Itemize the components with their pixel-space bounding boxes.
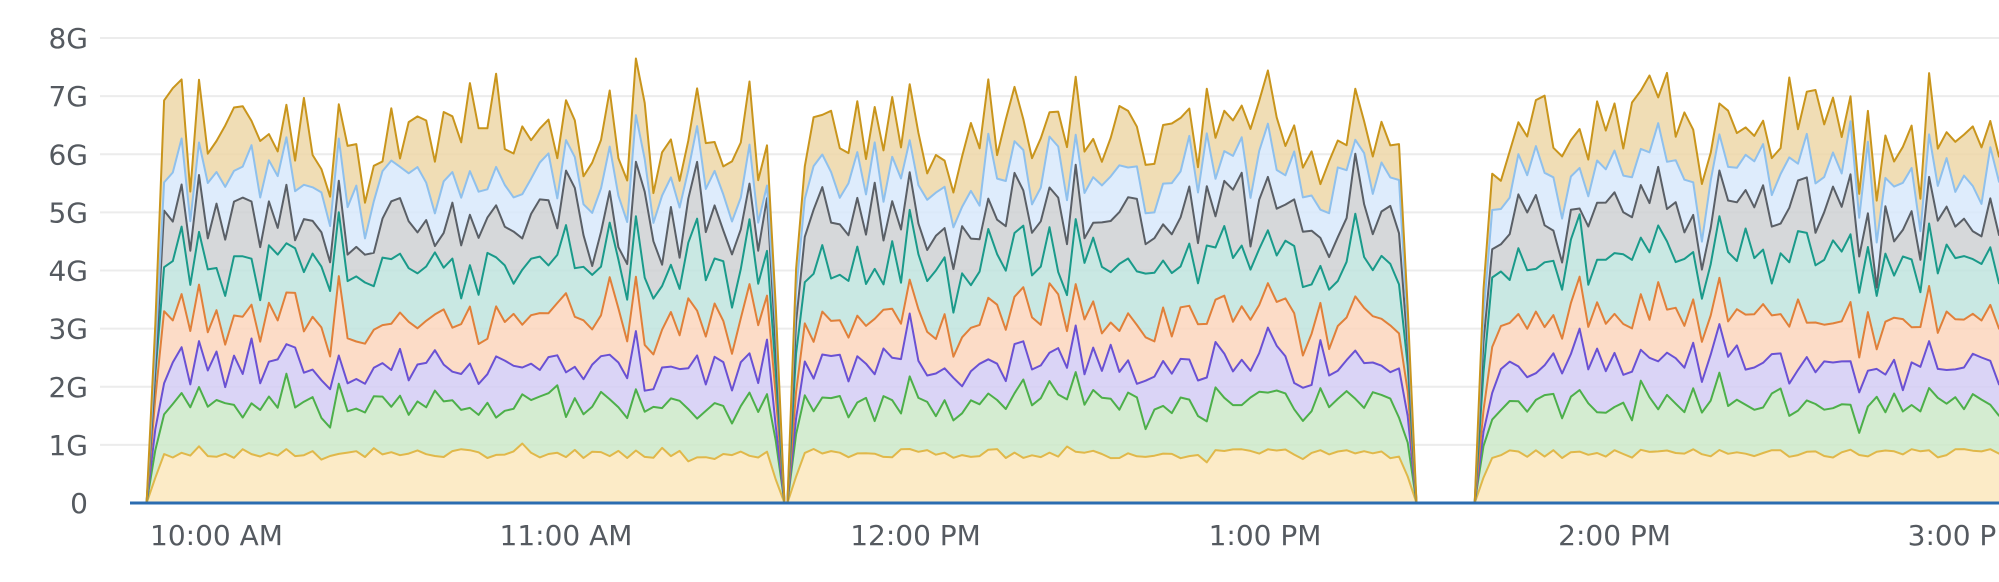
area-series-6-period-2: [787, 153, 1417, 503]
line-series-5-period-1: [145, 211, 786, 504]
line-series-1-period-1: [145, 442, 786, 504]
area-series-5-period-2: [787, 209, 1417, 503]
line-series-7-period-3: [1473, 120, 1999, 504]
area-series-8-period-3: [1474, 72, 1999, 503]
line-series-8-period-2: [786, 69, 1418, 504]
area-series-8-period-2: [787, 70, 1417, 503]
x-tick-label: 2:00 PM: [1558, 519, 1671, 552]
line-series-3-period-2: [786, 312, 1418, 504]
area-series-5-period-3: [1474, 214, 1999, 503]
y-tick-label: 4G: [48, 255, 88, 288]
line-series-1-period-3: [1473, 448, 1999, 504]
line-series-8-period-1: [145, 57, 786, 504]
series-lines: [145, 57, 1999, 504]
line-series-4-period-3: [1473, 275, 1999, 504]
area-series-3-period-3: [1474, 324, 1999, 503]
area-series-1-period-3: [1474, 449, 1999, 503]
line-series-2-period-3: [1473, 371, 1999, 504]
y-tick-label: 0: [70, 487, 88, 520]
area-series-7-period-1: [146, 115, 785, 503]
line-series-7-period-2: [786, 122, 1418, 504]
x-tick-label: 3:00 PM: [1908, 519, 1999, 552]
y-axis: 0 1G 2G 3G 4G 5G 6G 7G 8G: [48, 22, 88, 520]
line-series-5-period-3: [1473, 213, 1999, 504]
line-series-4-period-2: [786, 278, 1418, 504]
y-tick-label: 5G: [48, 196, 88, 229]
line-series-3-period-3: [1473, 323, 1999, 504]
area-series-3-period-1: [146, 331, 785, 503]
y-tick-label: 6G: [48, 138, 88, 171]
x-tick-label: 1:00 PM: [1209, 519, 1322, 552]
line-series-6-period-1: [145, 160, 786, 504]
x-tick-label: 11:00 AM: [500, 519, 633, 552]
area-series-2-period-2: [787, 372, 1417, 503]
area-series-4-period-3: [1474, 276, 1999, 503]
area-series-4-period-2: [787, 279, 1417, 503]
area-series-5-period-1: [146, 212, 785, 503]
area-series-6-period-3: [1474, 166, 1999, 503]
area-series-1-period-1: [146, 443, 785, 503]
area-series-6-period-1: [146, 161, 785, 504]
x-axis: 10:00 AM 11:00 AM 12:00 PM 1:00 PM 2:00 PM 3:…: [130, 501, 1999, 552]
line-series-3-period-1: [145, 330, 786, 504]
y-tick-label: 1G: [48, 429, 88, 462]
line-series-7-period-1: [145, 114, 786, 504]
area-series-3-period-2: [787, 313, 1417, 503]
area-series-1-period-2: [787, 446, 1417, 503]
line-series-5-period-2: [786, 208, 1418, 504]
area-series-7-period-2: [787, 123, 1417, 503]
line-series-2-period-1: [145, 372, 786, 504]
line-series-2-period-2: [786, 371, 1418, 504]
line-series-8-period-3: [1473, 71, 1999, 504]
y-tick-label: 2G: [48, 371, 88, 404]
area-series-4-period-1: [146, 276, 785, 503]
area-series-2-period-1: [146, 373, 785, 503]
line-series-6-period-2: [786, 152, 1418, 504]
y-tick-label: 3G: [48, 313, 88, 346]
line-series-4-period-1: [145, 275, 786, 504]
y-tick-label: 7G: [48, 80, 88, 113]
y-tick-label: 8G: [48, 22, 88, 55]
x-tick-label: 12:00 PM: [850, 519, 981, 552]
area-series-8-period-1: [146, 58, 785, 503]
area-series-2-period-3: [1474, 372, 1999, 503]
line-series-6-period-3: [1473, 165, 1999, 504]
series-areas: [146, 58, 1999, 504]
x-tick-label: 10:00 AM: [150, 519, 283, 552]
line-series-1-period-2: [786, 445, 1418, 504]
